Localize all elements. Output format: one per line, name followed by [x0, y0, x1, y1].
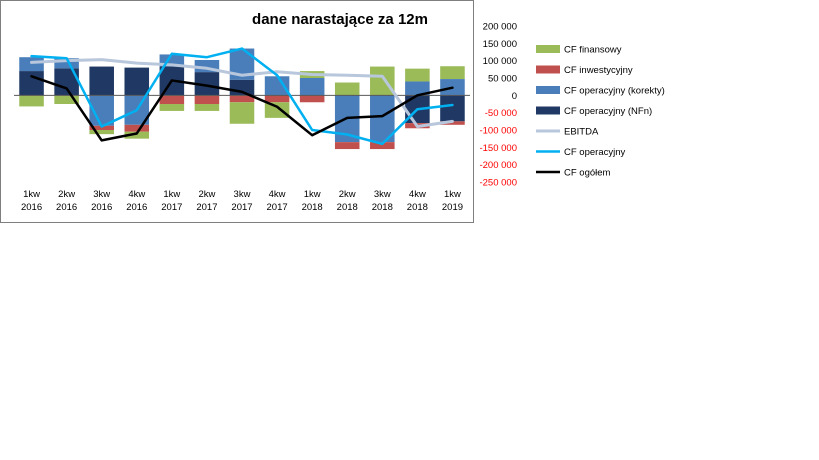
x-tick-label: 4kw 2017	[267, 189, 288, 213]
y-tick-label: 50 000	[488, 74, 517, 85]
x-tick-label: 3kw 2016	[91, 189, 112, 213]
bar-cf-operacyjny-korekty-0	[19, 57, 44, 72]
y-tick-label: -100 000	[479, 126, 517, 137]
x-tick-label: 2kw 2016	[56, 189, 77, 213]
legend-swatch	[536, 106, 560, 115]
bar-cf-inwestycyjny-2	[89, 125, 114, 130]
x-tick-label: 1kw 2018	[302, 189, 323, 213]
x-tick-label: 2kw 2018	[337, 189, 358, 213]
chart-frame: dane narastające za 12m 200 000 150 000 10…	[0, 0, 665, 223]
legend: CF finansowy CF inwestycyjny CF operacyjny…	[536, 45, 665, 179]
bar-cf-operacyjny-nfn-3	[124, 67, 150, 96]
y-tick-label: 100 000	[483, 56, 517, 67]
bar-cf-inwestycyjny-8	[299, 95, 325, 103]
bar-cf-inwestycyjny-5	[194, 95, 220, 104]
bar-cf-finansowy-3	[124, 131, 150, 139]
y-tick-label: 200 000	[483, 22, 517, 33]
bar-cf-operacyjny-nfn-2	[89, 66, 114, 96]
bar-cf-operacyjny-korekty-7	[264, 76, 290, 96]
legend-item-ebitda: EBITDA	[536, 127, 599, 138]
x-tick-label: 2kw 2017	[196, 189, 217, 213]
line-cf-operacyjny	[30, 47, 454, 146]
bar-cf-inwestycyjny-12	[440, 121, 465, 125]
bar-cf-operacyjny-korekty-11	[405, 81, 430, 96]
bar-cf-inwestycyjny-10	[370, 142, 395, 150]
lines-layer	[30, 47, 454, 146]
bar-cf-operacyjny-korekty-8	[299, 78, 325, 96]
x-tick-label: 1kw 2017	[161, 189, 182, 213]
y-tick-label: -200 000	[479, 160, 517, 171]
x-tick-label: 3kw 2018	[372, 189, 393, 213]
legend-swatch	[536, 86, 560, 94]
line-ebitda	[30, 58, 454, 129]
legend-swatch	[536, 45, 560, 53]
legend-item-cf-operacyjny-korekty: CF operacyjny (korekty)	[536, 86, 665, 97]
legend-label: CF operacyjny (korekty)	[564, 86, 665, 97]
legend-label: CF operacyjny (NFn)	[564, 106, 652, 117]
bar-cf-finansowy-2	[89, 130, 114, 135]
legend-label: CF finansowy	[564, 45, 622, 56]
bar-cf-finansowy-7	[264, 102, 290, 118]
bar-cf-inwestycyjny-9	[334, 142, 360, 150]
bar-cf-finansowy-12	[440, 66, 465, 80]
bar-cf-finansowy-5	[194, 104, 220, 111]
bar-cf-finansowy-1	[54, 95, 79, 104]
bar-cf-operacyjny-nfn-12	[440, 95, 465, 122]
y-axis-ticks: 200 000 150 000 100 000 50 000 0 -50 000 -100 …	[479, 22, 517, 189]
bar-cf-inwestycyjny-4	[159, 95, 185, 104]
y-tick-label: -250 000	[479, 178, 517, 189]
bar-cf-operacyjny-korekty-1	[54, 58, 79, 69]
x-tick-label: 3kw 2017	[231, 189, 252, 213]
chart-title: dane narastające za 12m	[252, 11, 428, 28]
legend-item-cf-operacyjny-nfn: CF operacyjny (NFn)	[536, 106, 652, 117]
y-tick-label: -150 000	[479, 143, 517, 154]
x-tick-label: 1kw 2019	[442, 189, 463, 213]
bar-cf-inwestycyjny-3	[124, 124, 150, 132]
x-axis-ticks: 1kw 2016 2kw 2016 3kw 2016 4kw 2016 1kw 2017 2kw 20…	[21, 189, 463, 213]
x-tick-label: 1kw 2016	[21, 189, 42, 213]
bar-cf-inwestycyjny-6	[229, 95, 255, 103]
legend-label: CF operacyjny	[564, 147, 625, 158]
bar-cf-finansowy-6	[229, 102, 255, 124]
bar-cf-finansowy-11	[405, 68, 430, 82]
x-tick-label: 4kw 2016	[126, 189, 147, 213]
y-tick-label: 150 000	[483, 39, 517, 50]
y-tick-label: 0	[512, 91, 517, 102]
bar-cf-finansowy-4	[159, 104, 185, 111]
legend-item-cf-finansowy: CF finansowy	[536, 45, 622, 56]
bar-cf-inwestycyjny-7	[264, 95, 290, 103]
legend-swatch	[536, 65, 560, 74]
bar-cf-finansowy-0	[19, 95, 44, 107]
legend-item-cf-inwestycyjny: CF inwestycyjny	[536, 65, 633, 76]
line-cf-ogolem	[30, 75, 454, 142]
x-tick-label: 4kw 2018	[407, 189, 428, 213]
y-tick-label: -50 000	[485, 108, 517, 119]
bar-cf-operacyjny-nfn-5	[194, 72, 220, 96]
legend-label: EBITDA	[564, 127, 599, 138]
legend-item-cf-operacyjny: CF operacyjny	[536, 147, 625, 158]
bar-cf-finansowy-9	[334, 82, 360, 96]
legend-label: CF inwestycyjny	[564, 65, 633, 76]
bar-cf-operacyjny-nfn-0	[19, 71, 44, 96]
legend-label: CF ogółem	[564, 168, 611, 179]
legend-item-cf-ogolem: CF ogółem	[536, 168, 611, 179]
